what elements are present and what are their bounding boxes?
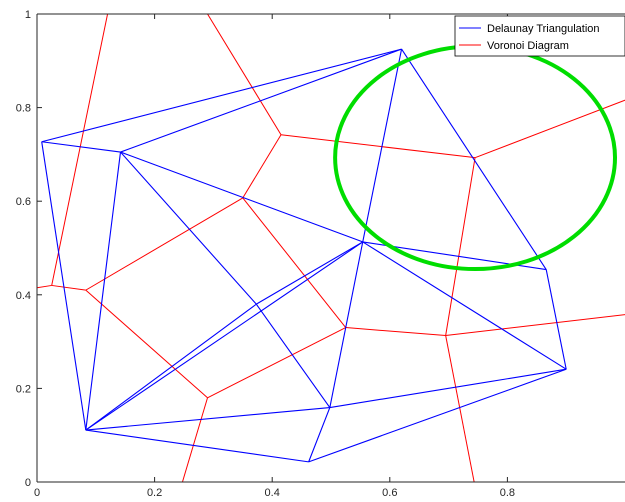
legend-label: Voronoi Diagram [487,40,569,52]
delaunay-edge [120,48,402,153]
voronoi-edge [445,314,625,337]
voronoi-edge [445,335,475,482]
y-tick-label: 0.4 [16,290,31,302]
y-tick-label: 1 [25,9,31,21]
delaunay-edge [362,48,403,243]
delaunay-edge [85,429,309,463]
y-tick-label: 0.6 [16,196,31,208]
voronoi-edge [242,197,347,328]
axes [36,13,625,483]
x-tick-label: 0.4 [265,487,280,499]
delaunay-edge [255,303,331,408]
y-axis-ticks: 0 0.2 0.4 0.6 0.8 1 [16,9,42,489]
delaunay-edge [329,241,364,408]
delaunay-edge [85,151,122,431]
y-tick-label: 0.8 [16,103,31,115]
voronoi-edge [242,134,282,199]
voronoi-edge [51,14,109,286]
delaunay-edge [362,241,567,370]
legend: Delaunay Triangulation Voronoi Diagram [454,15,625,57]
plot-area [37,14,625,482]
voronoi-edge [51,284,86,291]
x-tick-label: 0 [34,487,40,499]
delaunay-edge [85,303,257,431]
delaunay-edge [120,151,257,305]
y-tick-label: 0 [25,477,31,489]
x-tick-label: 0.8 [500,487,515,499]
voronoi-edge [85,289,208,399]
y-tick-label: 0.2 [16,383,31,395]
voronoi-edge [85,197,244,291]
delaunay-edge [256,241,364,305]
legend-box [454,15,625,57]
voronoi-edge [181,397,208,482]
delaunay-edge [120,151,363,243]
x-axis-ticks: 0 0.2 0.4 0.6 0.8 [34,14,515,499]
delaunay-edge [85,241,364,431]
delaunay-edge [329,368,567,409]
delaunay-edge [85,407,330,431]
delaunay-edge [41,48,402,143]
voronoi-edge [280,134,476,159]
voronoi-edge [37,284,52,289]
delaunay-edge [308,368,567,463]
voronoi-edge [207,327,346,399]
delaunay-edge [545,269,567,370]
voronoi-layer [37,14,625,482]
voronoi-edge [445,157,476,336]
voronoi-edge [207,14,282,136]
delaunay-edge [41,141,121,153]
x-tick-label: 0.2 [147,487,162,499]
delaunay-edge [401,48,547,270]
delaunay-edge [41,141,87,431]
voronoi-edge [345,327,446,337]
delaunay-edge [308,407,331,463]
legend-label: Delaunay Triangulation [487,23,600,35]
x-tick-label: 0.6 [382,487,397,499]
